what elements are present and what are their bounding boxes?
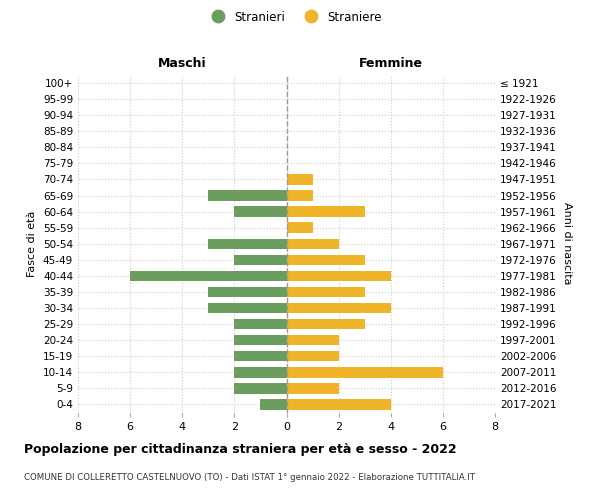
- Bar: [287, 206, 365, 217]
- Bar: [235, 254, 287, 265]
- Bar: [287, 254, 365, 265]
- Bar: [235, 206, 287, 217]
- Bar: [208, 238, 287, 249]
- Bar: [235, 319, 287, 330]
- Bar: [287, 399, 391, 409]
- Text: Maschi: Maschi: [158, 57, 206, 70]
- Bar: [287, 238, 338, 249]
- Bar: [287, 367, 443, 378]
- Text: COMUNE DI COLLERETTO CASTELNUOVO (TO) - Dati ISTAT 1° gennaio 2022 - Elaborazion: COMUNE DI COLLERETTO CASTELNUOVO (TO) - …: [24, 472, 475, 482]
- Bar: [208, 303, 287, 314]
- Bar: [287, 351, 338, 362]
- Bar: [235, 335, 287, 345]
- Bar: [287, 303, 391, 314]
- Bar: [208, 286, 287, 297]
- Bar: [208, 190, 287, 201]
- Bar: [287, 383, 338, 394]
- Bar: [287, 335, 338, 345]
- Bar: [235, 383, 287, 394]
- Bar: [235, 351, 287, 362]
- Bar: [287, 319, 365, 330]
- Bar: [130, 270, 287, 281]
- Legend: Stranieri, Straniere: Stranieri, Straniere: [201, 6, 387, 28]
- Bar: [287, 286, 365, 297]
- Bar: [260, 399, 287, 409]
- Bar: [287, 190, 313, 201]
- Bar: [287, 270, 391, 281]
- Text: Popolazione per cittadinanza straniera per età e sesso - 2022: Popolazione per cittadinanza straniera p…: [24, 442, 457, 456]
- Bar: [287, 222, 313, 233]
- Bar: [235, 367, 287, 378]
- Y-axis label: Fasce di età: Fasce di età: [28, 210, 37, 277]
- Text: Femmine: Femmine: [359, 57, 423, 70]
- Bar: [287, 174, 313, 184]
- Y-axis label: Anni di nascita: Anni di nascita: [562, 202, 572, 285]
